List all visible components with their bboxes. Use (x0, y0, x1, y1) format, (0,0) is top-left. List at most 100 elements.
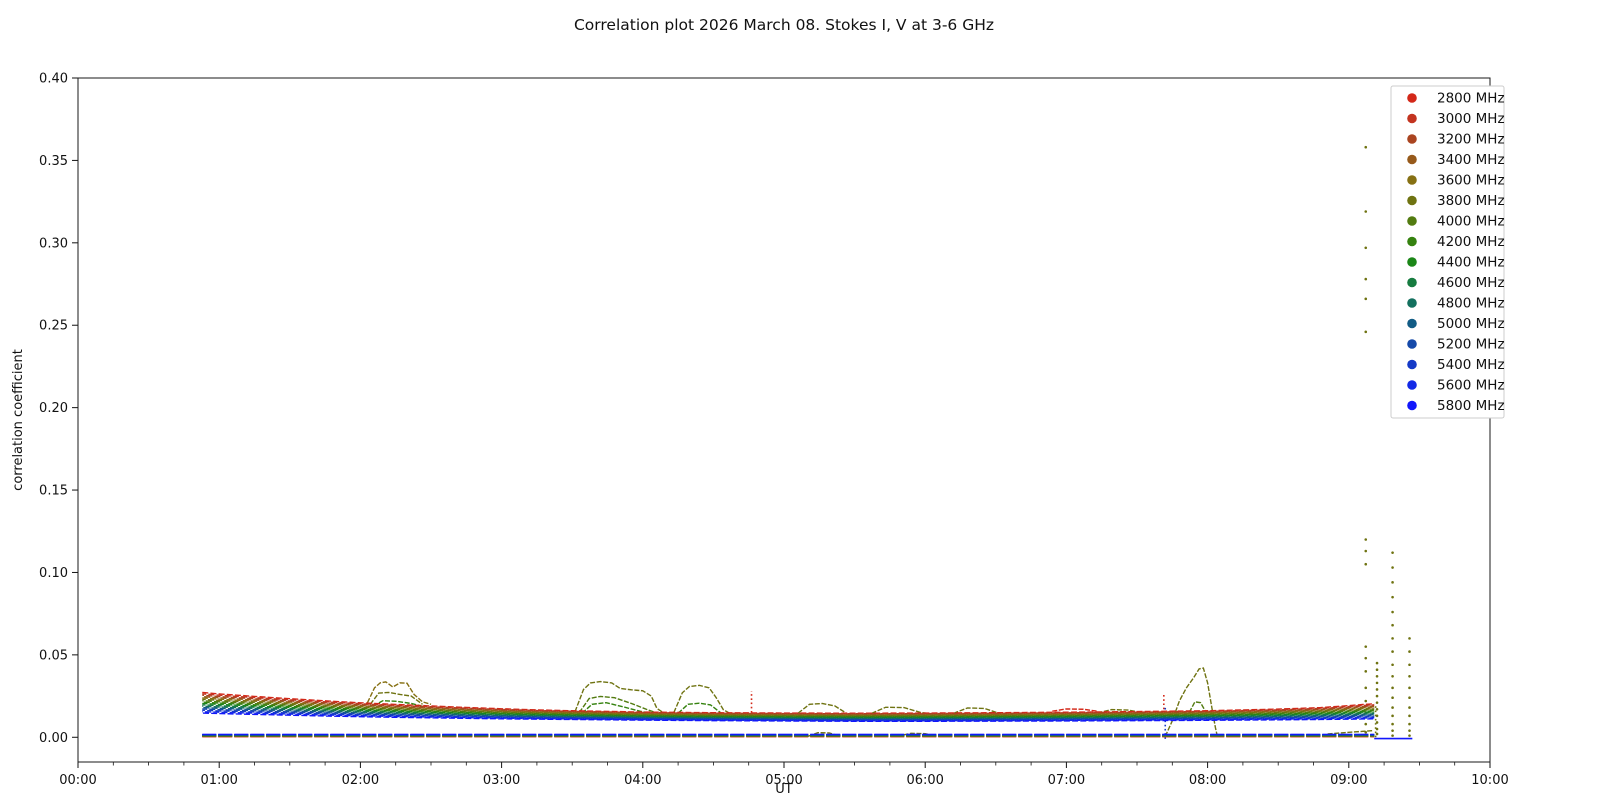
legend-marker-4000-mhz (1407, 216, 1417, 226)
bump-3800-mhz-9 (797, 702, 847, 714)
chart-title: Correlation plot 2026 March 08. Stokes I… (574, 16, 994, 34)
legend-label-4200-mhz: 4200 MHz (1437, 234, 1505, 250)
legend-marker-3200-mhz (1407, 134, 1417, 144)
scatter-column-3 (1391, 551, 1394, 737)
scatter-dot (1391, 595, 1394, 599)
scatter-dot (1391, 714, 1394, 718)
scatter-dot (1408, 729, 1411, 732)
legend-label-5200-mhz: 5200 MHz (1437, 337, 1505, 353)
legend-entry-3200-mhz: 3200 MHz (1407, 132, 1505, 148)
y-tick-label: 0.05 (39, 648, 68, 663)
legend-entry-3600-mhz: 3600 MHz (1407, 173, 1505, 189)
scatter-dot (1391, 581, 1394, 584)
scatter-dot (1391, 663, 1394, 667)
legend-entry-5400-mhz: 5400 MHz (1407, 357, 1505, 373)
x-tick-label: 04:00 (624, 773, 661, 788)
scatter-dot (1408, 650, 1411, 653)
scatter-dot (1408, 714, 1411, 718)
series-stokes-i-4000-mhz (202, 699, 1375, 718)
x-tick-label: 06:00 (906, 773, 943, 788)
scatter-dot (1391, 551, 1394, 554)
legend-marker-3600-mhz (1407, 175, 1417, 185)
y-axis-label: correlation coefficient (11, 349, 26, 491)
series-stokes-i-3400-mhz (202, 695, 1375, 716)
x-tick-label: 01:00 (200, 773, 237, 788)
legend-marker-4800-mhz (1407, 298, 1417, 308)
x-tick-label: 02:00 (342, 773, 379, 788)
scatter-dot (1364, 549, 1368, 553)
bump-3800-mhz-11 (953, 707, 999, 715)
bump-3800-mhz-18 (1327, 729, 1373, 735)
scatter-dot (1375, 707, 1379, 711)
scatter-dot (1375, 661, 1379, 665)
bump-4200-mhz-3 (372, 699, 423, 707)
scatter-dot (1391, 610, 1394, 614)
y-tick-label: 0.25 (39, 319, 68, 334)
legend-label-3600-mhz: 3600 MHz (1437, 173, 1505, 189)
scatter-dot (1391, 696, 1394, 700)
scatter-dot (1364, 538, 1368, 541)
y-tick-label: 0.40 (39, 72, 68, 87)
legend-entry-4800-mhz: 4800 MHz (1407, 296, 1505, 312)
scatter-dot (1375, 694, 1379, 698)
legend-entry-4200-mhz: 4200 MHz (1407, 234, 1505, 250)
x-tick-label: 10:00 (1471, 773, 1508, 788)
y-tick-label: 0.00 (39, 731, 68, 746)
legend-entry-3400-mhz: 3400 MHz (1407, 152, 1505, 168)
scatter-dot (1408, 722, 1411, 726)
legend-marker-4600-mhz (1407, 277, 1417, 288)
bump-3800-mhz-2 (369, 691, 423, 705)
scatter-dot (1364, 686, 1368, 690)
legend-box (1390, 85, 1505, 419)
y-tick-label: 0.20 (39, 401, 68, 416)
legend-label-3800-mhz: 3800 MHz (1437, 193, 1505, 209)
scatter-dot (1364, 670, 1368, 673)
legend-marker-5200-mhz (1407, 339, 1417, 349)
scatter-dot (1375, 701, 1379, 704)
legend-entry-5000-mhz: 5000 MHz (1407, 316, 1505, 332)
scatter-dot (1364, 297, 1368, 301)
legend-marker-5800-mhz (1407, 400, 1417, 411)
scatter-dot (1408, 674, 1411, 678)
legend-marker-5400-mhz (1407, 359, 1417, 370)
legend-entry-3000-mhz: 3000 MHz (1407, 111, 1505, 127)
scatter-dot (1364, 246, 1368, 250)
bump-3800-mhz-14 (1164, 667, 1219, 738)
legend-marker-5000-mhz (1407, 318, 1417, 329)
scatter-column-4 (1408, 637, 1411, 737)
bump-3600-mhz-1 (366, 681, 432, 705)
scatter-dot (1391, 650, 1394, 653)
legend-entry-4600-mhz: 4600 MHz (1407, 275, 1505, 291)
series-stokes-i-3200-mhz (202, 694, 1375, 715)
scatter-dot (1391, 637, 1394, 640)
scatter-dot (1408, 734, 1411, 737)
x-tick-label: 03:00 (483, 773, 520, 788)
bump-3800-mhz-7 (673, 684, 730, 714)
scatter-dot (1391, 566, 1394, 569)
bump-4200-mhz-8 (677, 702, 721, 714)
scatter-dot (1364, 722, 1368, 726)
legend-label-5000-mhz: 5000 MHz (1437, 316, 1505, 332)
legend-entry-4400-mhz: 4400 MHz (1407, 255, 1505, 271)
scatter-dot (1408, 637, 1411, 640)
x-tick-label: 00:00 (59, 773, 96, 788)
legend-marker-5600-mhz (1407, 380, 1417, 390)
legend-marker-3000-mhz (1407, 113, 1417, 124)
legend-entry-4000-mhz: 4000 MHz (1407, 214, 1505, 230)
series-stokes-i-5600-mhz (202, 710, 1375, 722)
series-stokes-i-5000-mhz (202, 706, 1375, 720)
x-tick-label: 09:00 (1330, 773, 1367, 788)
scatter-dot (1375, 668, 1379, 672)
bump-3800-mhz-4 (574, 680, 663, 713)
scatter-dot (1391, 623, 1394, 627)
legend-marker-4400-mhz (1407, 257, 1417, 267)
scatter-column-1 (1364, 145, 1368, 734)
scatter-dot (1364, 562, 1368, 566)
x-tick-label: 05:00 (765, 773, 802, 788)
legend-label-4400-mhz: 4400 MHz (1437, 255, 1505, 271)
legend-label-4000-mhz: 4000 MHz (1437, 214, 1505, 230)
axes-ticks: 00:00 01:00 02:00 03:00 04:00 05:00 06:00 07:00… (39, 72, 1509, 789)
legend-label-3000-mhz: 3000 MHz (1437, 111, 1505, 127)
legend-label-5400-mhz: 5400 MHz (1437, 357, 1505, 373)
